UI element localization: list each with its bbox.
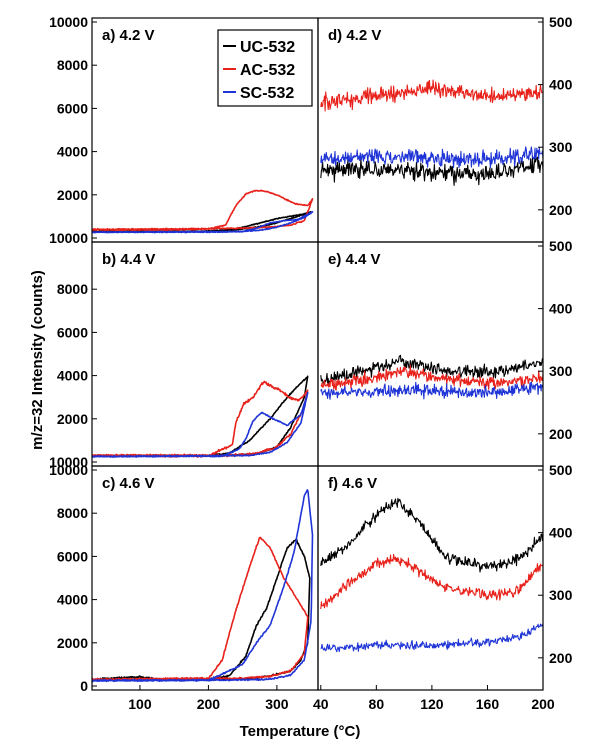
xtick-label-f: 120 [420,696,444,712]
series-line-a-sc-532 [92,211,314,234]
panel-f: f) 4.6 V 500 400 300 200 40 80 120 160 200 [313,462,573,712]
ytick-label-f: 200 [549,650,573,666]
legend-label-ac-532: AC-532 [240,62,295,79]
legend: UC-532 AC-532 SC-532 [217,29,313,107]
ytick-label-b: 2000 [57,411,88,427]
panel-a-series [92,189,314,234]
legend-label-uc-532: UC-532 [240,39,295,56]
xtick-label-c: 200 [197,696,221,712]
ytick-label-e: 200 [549,426,573,442]
panel-b: b) 4.4 V 8000 6000 4000 2000 10000 [49,241,319,470]
series-line-f-sc-532 [320,623,543,653]
ytick-label-a: 6000 [57,100,88,116]
series-line-d-ac-532 [320,79,543,112]
series-line-c-uc-532 [92,538,311,682]
series-line-a-ac-532 [92,189,314,232]
ytick-label-d: 300 [549,139,573,155]
panel-f-frame [317,465,544,691]
series-line-c-sc-532 [92,489,314,683]
series-line-c-ac-532 [92,536,309,682]
xtick-label-f: 80 [369,696,385,712]
panel-label-a: a) 4.2 V [102,27,155,44]
ytick-label-f: 500 [549,462,573,478]
ytick-label-c: 8000 [57,505,88,521]
panel-d-series [320,79,543,186]
ytick-label-f: 300 [549,587,573,603]
series-line-d-uc-532 [320,155,543,186]
ytick-label-d: 500 [549,14,573,30]
ytick-label-d: 400 [549,77,573,93]
panel-d-frame [317,17,544,243]
panel-c: c) 4.6 V 10000 8000 6000 4000 2000 0 100 200 300 [49,462,319,712]
ytick-label-e: 500 [549,238,573,254]
ytick-label-a: 10000 [49,230,88,246]
ytick-label-c: 10000 [49,462,88,478]
ytick-label-a: 10000 [49,14,88,30]
series-line-e-uc-532 [320,354,543,386]
panel-label-f: f) 4.6 V [328,475,377,492]
ytick-label-b: 10000 [49,454,88,470]
legend-label-sc-532: SC-532 [240,85,294,102]
ytick-label-f: 400 [549,525,573,541]
panel-label-d: d) 4.2 V [328,27,381,44]
panel-d: d) 4.2 V 500 400 300 200 [317,14,573,243]
ytick-label-a: 4000 [57,144,88,160]
ytick-label-e: 400 [549,301,573,317]
panel-e: e) 4.4 V 500 400 300 200 [317,238,573,467]
panel-b-series [92,375,309,458]
ytick-label-c: 0 [80,678,88,694]
y-axis-title: m/z=32 Intensity (counts) [29,270,46,450]
xtick-label-c: 100 [128,696,152,712]
series-line-e-ac-532 [320,364,543,391]
xtick-label-f: 160 [476,696,500,712]
ytick-label-b: 6000 [57,324,88,340]
panel-c-series [92,489,314,683]
ytick-label-a: 2000 [57,187,88,203]
series-line-b-sc-532 [92,391,309,458]
panel-e-series [320,354,543,400]
panel-label-b: b) 4.4 V [102,251,155,268]
series-line-d-sc-532 [320,146,543,169]
ytick-label-c: 4000 [57,592,88,608]
panel-label-c: c) 4.6 V [102,475,155,492]
ytick-label-b: 8000 [57,281,88,297]
ytick-label-d: 200 [549,202,573,218]
xtick-label-f: 200 [531,696,555,712]
series-line-f-uc-532 [320,497,543,573]
ytick-label-e: 300 [549,363,573,379]
xtick-label-f: 40 [313,696,329,712]
panel-f-series [320,497,543,653]
ytick-label-c: 2000 [57,635,88,651]
xtick-label-c: 300 [265,696,289,712]
panel-e-frame [317,241,544,467]
ytick-label-a: 8000 [57,57,88,73]
panel-a: a) 4.2 V 10000 8000 6000 4000 2000 10000 [49,14,319,246]
series-line-f-ac-532 [320,553,543,610]
series-line-e-sc-532 [320,381,543,400]
panel-b-frame [91,241,319,467]
x-axis-title: Temperature (°C) [240,723,361,740]
panel-label-e: e) 4.4 V [328,251,381,268]
ytick-label-c: 6000 [57,548,88,564]
ytick-label-b: 4000 [57,368,88,384]
